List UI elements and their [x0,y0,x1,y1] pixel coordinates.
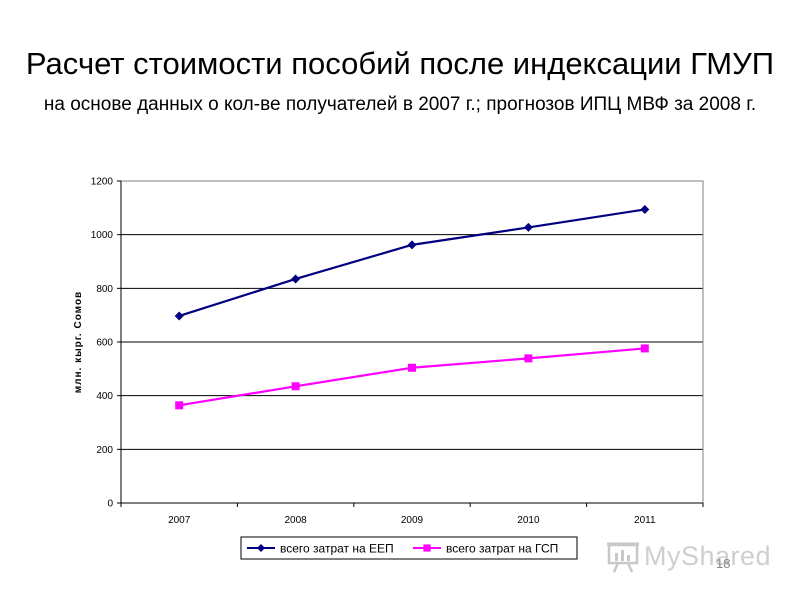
data-point [523,222,533,232]
y-tick-label: 0 [107,499,113,510]
legend [240,536,578,560]
slide-subtitle: на основе данных о кол-ве получателей в … [43,94,757,115]
y-tick-label: 1000 [91,230,114,241]
x-tick-label: 2008 [284,515,307,526]
x-tick-label: 2011 [634,515,656,526]
y-tick-label: 800 [96,284,113,295]
y-tick-label: 400 [96,391,113,402]
series-line-2 [179,347,645,407]
page-number: 18 [716,556,731,571]
legend-marker [423,544,431,552]
legend-label: всего затрат на ГСП [446,542,558,556]
x-tick-label: 2007 [168,515,191,526]
slide-title: Расчет стоимости пособий после индексаци… [25,46,775,81]
data-point [174,311,184,321]
legend-marker [257,544,265,552]
x-tick-label: 2009 [401,515,424,526]
data-point [175,401,184,410]
title-block: Расчет стоимости пособий после индексаци… [0,44,800,118]
y-tick-label: 1200 [91,177,114,188]
series-line-1 [178,208,645,318]
data-point [407,240,417,250]
data-point [291,382,300,391]
watermark-text: MyShared [644,540,772,571]
data-point [524,354,533,363]
y-axis-label: млн. кырг. Сомов [73,291,84,393]
presentation-board-icon [607,542,639,573]
data-point [408,363,416,372]
legend-label: всего затрат на ЕЕП [280,542,394,556]
y-tick-label: 600 [96,338,113,349]
x-tick-label: 2010 [517,515,540,526]
y-tick-label: 200 [96,445,113,456]
data-point [291,274,301,284]
data-point [640,344,649,353]
watermark: MyShared [606,536,771,576]
data-point [640,204,650,214]
